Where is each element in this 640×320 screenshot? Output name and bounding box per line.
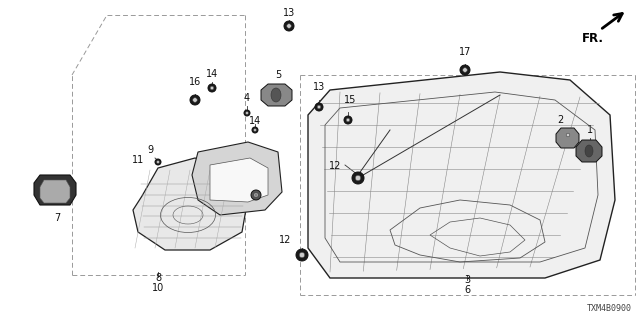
Circle shape xyxy=(296,249,308,261)
Circle shape xyxy=(193,98,197,102)
Circle shape xyxy=(251,190,261,200)
Text: 9: 9 xyxy=(147,145,153,155)
Text: 14: 14 xyxy=(249,116,261,126)
Text: 10: 10 xyxy=(152,283,164,293)
Text: 2: 2 xyxy=(557,115,563,125)
Polygon shape xyxy=(261,84,292,106)
Circle shape xyxy=(253,129,257,131)
Text: 12: 12 xyxy=(279,235,291,245)
Polygon shape xyxy=(210,158,268,202)
Circle shape xyxy=(460,65,470,75)
Polygon shape xyxy=(556,128,579,148)
Text: 14: 14 xyxy=(206,69,218,79)
Circle shape xyxy=(270,87,280,97)
Circle shape xyxy=(252,127,258,133)
Polygon shape xyxy=(192,142,282,215)
Circle shape xyxy=(355,175,361,181)
Text: 12: 12 xyxy=(329,161,341,171)
Text: 16: 16 xyxy=(189,77,201,87)
Circle shape xyxy=(253,193,259,197)
Text: 5: 5 xyxy=(275,70,281,80)
Circle shape xyxy=(287,24,291,28)
Text: TXM4B0900: TXM4B0900 xyxy=(587,304,632,313)
Circle shape xyxy=(315,103,323,111)
Circle shape xyxy=(284,21,294,31)
Circle shape xyxy=(155,159,161,165)
Circle shape xyxy=(244,110,250,116)
Polygon shape xyxy=(308,72,615,278)
Text: 13: 13 xyxy=(313,82,325,92)
Polygon shape xyxy=(133,158,248,250)
Text: 4: 4 xyxy=(244,93,250,103)
Polygon shape xyxy=(576,140,602,162)
Circle shape xyxy=(566,133,570,137)
Circle shape xyxy=(352,172,364,184)
Text: 6: 6 xyxy=(464,285,470,295)
Polygon shape xyxy=(34,175,76,205)
Text: 15: 15 xyxy=(344,95,356,105)
Circle shape xyxy=(190,95,200,105)
Circle shape xyxy=(157,161,159,163)
Ellipse shape xyxy=(585,145,593,157)
Circle shape xyxy=(588,146,592,150)
Text: 7: 7 xyxy=(54,213,60,223)
Circle shape xyxy=(246,112,248,114)
Circle shape xyxy=(210,86,214,90)
Text: 11: 11 xyxy=(132,155,144,165)
Text: FR.: FR. xyxy=(582,32,604,45)
Ellipse shape xyxy=(271,88,281,102)
Text: 17: 17 xyxy=(459,47,471,57)
Circle shape xyxy=(463,68,467,72)
Circle shape xyxy=(273,90,277,94)
Text: 13: 13 xyxy=(283,8,295,18)
Text: 3: 3 xyxy=(464,275,470,285)
Text: 1: 1 xyxy=(587,125,593,135)
Circle shape xyxy=(585,143,595,153)
Text: 8: 8 xyxy=(155,273,161,283)
Circle shape xyxy=(208,84,216,92)
Circle shape xyxy=(564,131,572,139)
Polygon shape xyxy=(40,180,70,203)
Circle shape xyxy=(317,105,321,109)
Circle shape xyxy=(344,116,352,124)
Circle shape xyxy=(346,118,350,122)
Circle shape xyxy=(300,252,305,258)
